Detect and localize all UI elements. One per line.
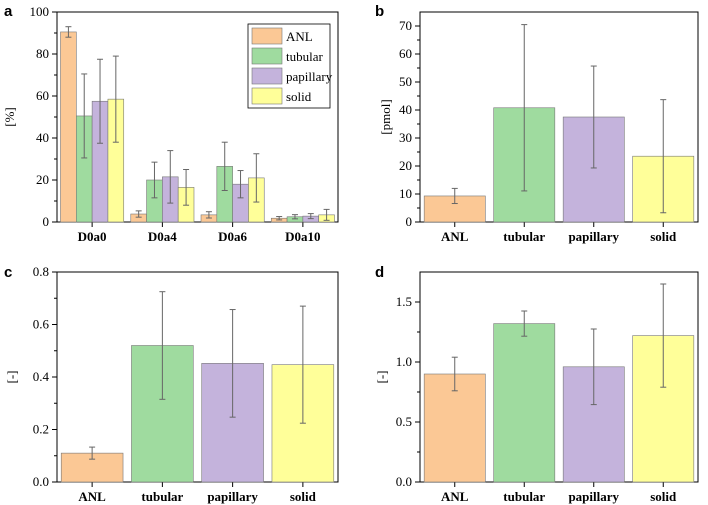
y-tick-label: 30 [399,130,412,145]
bar-tubular [493,323,556,483]
x-tick-label: solid [290,489,317,504]
plot-frame [419,271,699,483]
y-tick-label: 0.0 [396,474,412,489]
y-tick-label: 80 [36,46,49,61]
y-tick-label: 0.0 [33,474,49,489]
panel-letter-b: b [375,3,384,20]
x-tick-label: tubular [141,489,183,504]
y-tick-label: 0 [406,214,413,229]
legend-label-papillary: papillary [286,69,333,84]
y-tick-label: 0.8 [33,264,49,279]
panel-b: b 0 10 20 30 40 50 60 70 [pmol] ANL tubular papilla… [375,3,699,244]
y-tick-label: 50 [399,74,412,89]
x-tick-label: D0a0 [78,229,107,244]
y-axis-title: [-] [374,371,389,384]
x-tick-label: ANL [441,229,469,244]
legend-label-tubular: tubular [286,49,323,64]
y-tick-label: 1.0 [396,354,412,369]
x-tick-label: ANL [441,489,469,504]
y-tick-label: 60 [399,46,412,61]
y-tick-label: 40 [399,102,412,117]
x-tick-label: papillary [568,489,619,504]
y-tick-label: 40 [36,130,49,145]
legend-swatch-solid [251,87,283,105]
y-tick-label: 0.2 [33,422,49,437]
legend-swatch-ANL [251,27,283,45]
panel-letter-d: d [375,264,384,281]
y-tick-label: 20 [399,158,412,173]
y-tick-label: 0.4 [33,369,50,384]
x-tick-label: tubular [503,229,545,244]
x-tick-label: papillary [207,489,258,504]
x-tick-label: solid [650,489,677,504]
y-tick-label: 0 [43,214,50,229]
y-axis-title: [pmol] [378,99,393,134]
y-tick-label: 0.5 [396,414,412,429]
panel-letter-a: a [4,3,13,20]
panel-letter-c: c [4,264,12,281]
x-tick-label: D0a4 [148,229,177,244]
legend-swatch-papillary [251,67,283,85]
plot-frame [419,11,699,223]
legend-label-ANL: ANL [286,29,313,44]
legend-label-solid: solid [286,89,312,104]
legend-swatch-tubular [251,47,283,65]
y-tick-label: 100 [30,4,50,19]
bar-ANL [423,373,486,483]
x-tick-label: ANL [78,489,106,504]
y-axis-title: [-] [4,371,19,384]
x-tick-label: D0a10 [285,229,320,244]
y-tick-label: 0.6 [33,317,50,332]
panel-d: d 0.0 0.5 1.0 1.5 [-] ANL tubular papillary soli… [374,264,699,504]
y-tick-label: 70 [399,18,412,33]
y-tick-label: 20 [36,172,49,187]
y-axis-title: [%] [2,107,17,127]
y-tick-label: 10 [399,186,412,201]
panel-a: a 0 20 40 60 80 100 [%] D0a0 D0a4 D0a6 D0a10 ANL tub… [2,3,339,244]
x-tick-label: tubular [503,489,545,504]
panel-c: c 0.0 0.2 0.4 0.6 0.8 [-] ANL tubular papillary s… [4,264,339,504]
bar-ANL [60,31,77,223]
y-tick-label: 1.5 [396,294,412,309]
x-tick-label: papillary [568,229,619,244]
x-tick-label: D0a6 [218,229,247,244]
x-tick-label: solid [650,229,677,244]
y-tick-label: 60 [36,88,49,103]
